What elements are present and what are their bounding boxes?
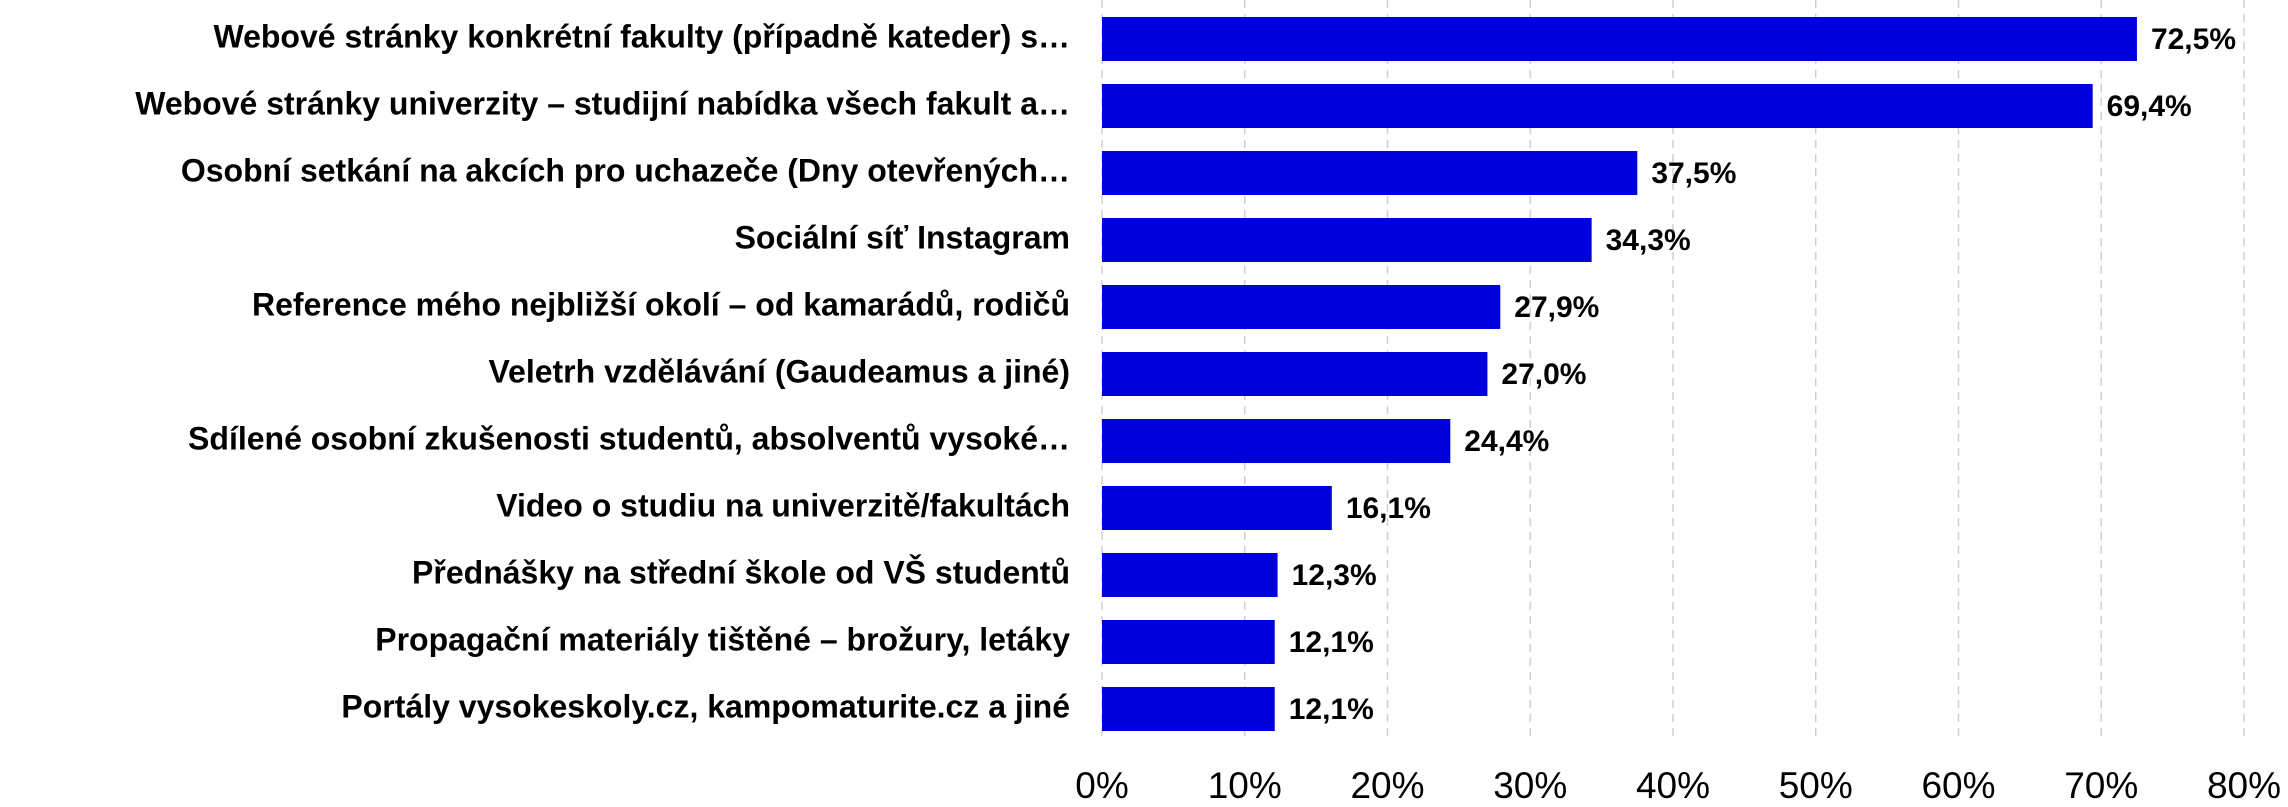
value-label: 16,1% (1346, 492, 1431, 525)
x-tick-label: 80% (2207, 765, 2281, 802)
value-label: 12,1% (1289, 693, 1374, 726)
bar (1102, 486, 1332, 530)
bar (1102, 687, 1275, 731)
y-tick-label: Reference mého nejbližší okolí – od kama… (252, 286, 1070, 322)
x-tick-label: 30% (1493, 765, 1567, 802)
y-tick-label: Sdílené osobní zkušenosti studentů, abso… (188, 420, 1070, 456)
value-label: 12,3% (1292, 559, 1377, 592)
value-label: 27,9% (1514, 291, 1599, 324)
x-tick-label: 60% (1921, 765, 1995, 802)
value-label: 37,5% (1651, 157, 1736, 190)
value-label: 34,3% (1606, 224, 1691, 257)
y-tick-label: Veletrh vzdělávání (Gaudeamus a jiné) (488, 353, 1070, 389)
y-tick-label: Webové stránky konkrétní fakulty (případ… (213, 18, 1070, 54)
value-label: 69,4% (2107, 90, 2192, 123)
bar (1102, 553, 1278, 597)
bar (1102, 419, 1451, 463)
bar (1102, 84, 2093, 128)
y-tick-label: Osobní setkání na akcích pro uchazeče (D… (181, 152, 1070, 188)
y-tick-label: Přednášky na střední škole od VŠ student… (412, 554, 1070, 590)
y-tick-label: Video o studiu na univerzitě/fakultách (496, 487, 1070, 523)
value-label: 72,5% (2151, 23, 2236, 56)
x-tick-label: 20% (1350, 765, 1424, 802)
y-tick-label: Propagační materiály tištěné – brožury, … (375, 621, 1070, 657)
bar (1102, 151, 1638, 195)
bar (1102, 218, 1592, 262)
bar (1102, 285, 1501, 329)
value-label: 12,1% (1289, 626, 1374, 659)
y-tick-label: Portály vysokeskoly.cz, kampomaturite.cz… (341, 688, 1070, 724)
bar (1102, 17, 2137, 61)
x-tick-label: 10% (1208, 765, 1282, 802)
x-tick-label: 0% (1075, 765, 1128, 802)
value-label: 24,4% (1464, 425, 1549, 458)
bar (1102, 352, 1488, 396)
bar (1102, 620, 1275, 664)
x-tick-label: 40% (1636, 765, 1710, 802)
y-tick-label: Webové stránky univerzity – studijní nab… (135, 85, 1070, 121)
x-tick-label: 70% (2064, 765, 2138, 802)
y-tick-label: Sociální síť Instagram (735, 219, 1070, 255)
x-tick-label: 50% (1779, 765, 1853, 802)
value-label: 27,0% (1501, 358, 1586, 391)
